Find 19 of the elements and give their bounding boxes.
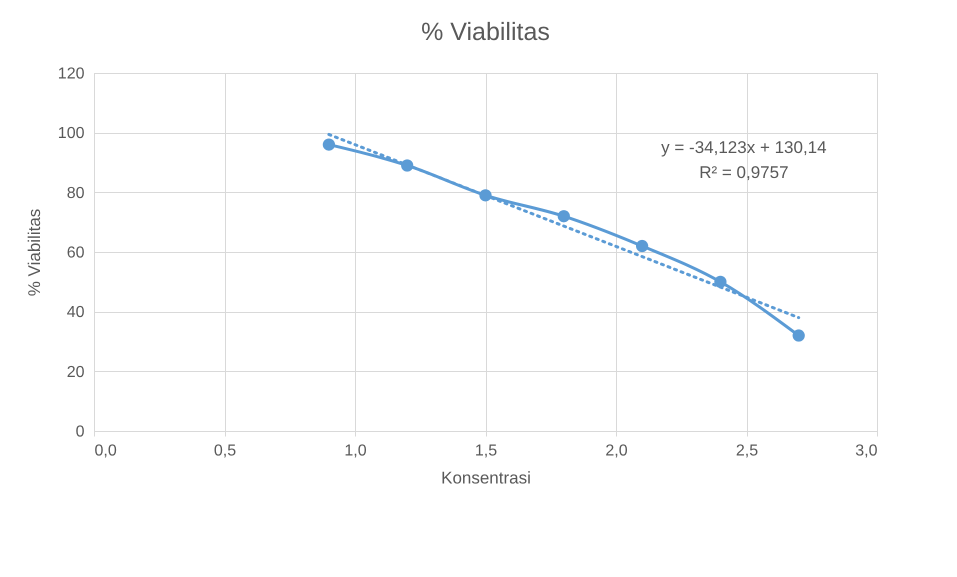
x-axis-title: Konsentrasi [441, 468, 531, 488]
y-tick-label: 120 [58, 66, 85, 82]
chart-title: % Viabilitas [421, 18, 550, 46]
annotation: R² = 0,9757 [699, 163, 789, 182]
x-tick-label: 2,5 [736, 442, 758, 460]
y-tick-label: 80 [66, 184, 85, 202]
x-tick-label: 1,0 [344, 442, 367, 460]
y-tick-label: 0 [76, 424, 85, 440]
y-tick-label: 20 [66, 364, 85, 381]
x-tick-label: 1,5 [474, 442, 498, 460]
annotation: y = -34,123x + 130,14 [661, 138, 827, 157]
x-tick-label: 0,5 [214, 442, 236, 460]
x-tick-label: 3,0 [855, 442, 878, 460]
x-tick-label: 2,0 [605, 442, 628, 460]
y-tick-label: 40 [66, 304, 85, 322]
y-tick-label: 100 [58, 125, 85, 142]
y-axis-title: % Viabilitas [24, 208, 44, 296]
y-tick-label: 60 [66, 244, 85, 262]
x-tick-label: 0,0 [94, 442, 117, 460]
